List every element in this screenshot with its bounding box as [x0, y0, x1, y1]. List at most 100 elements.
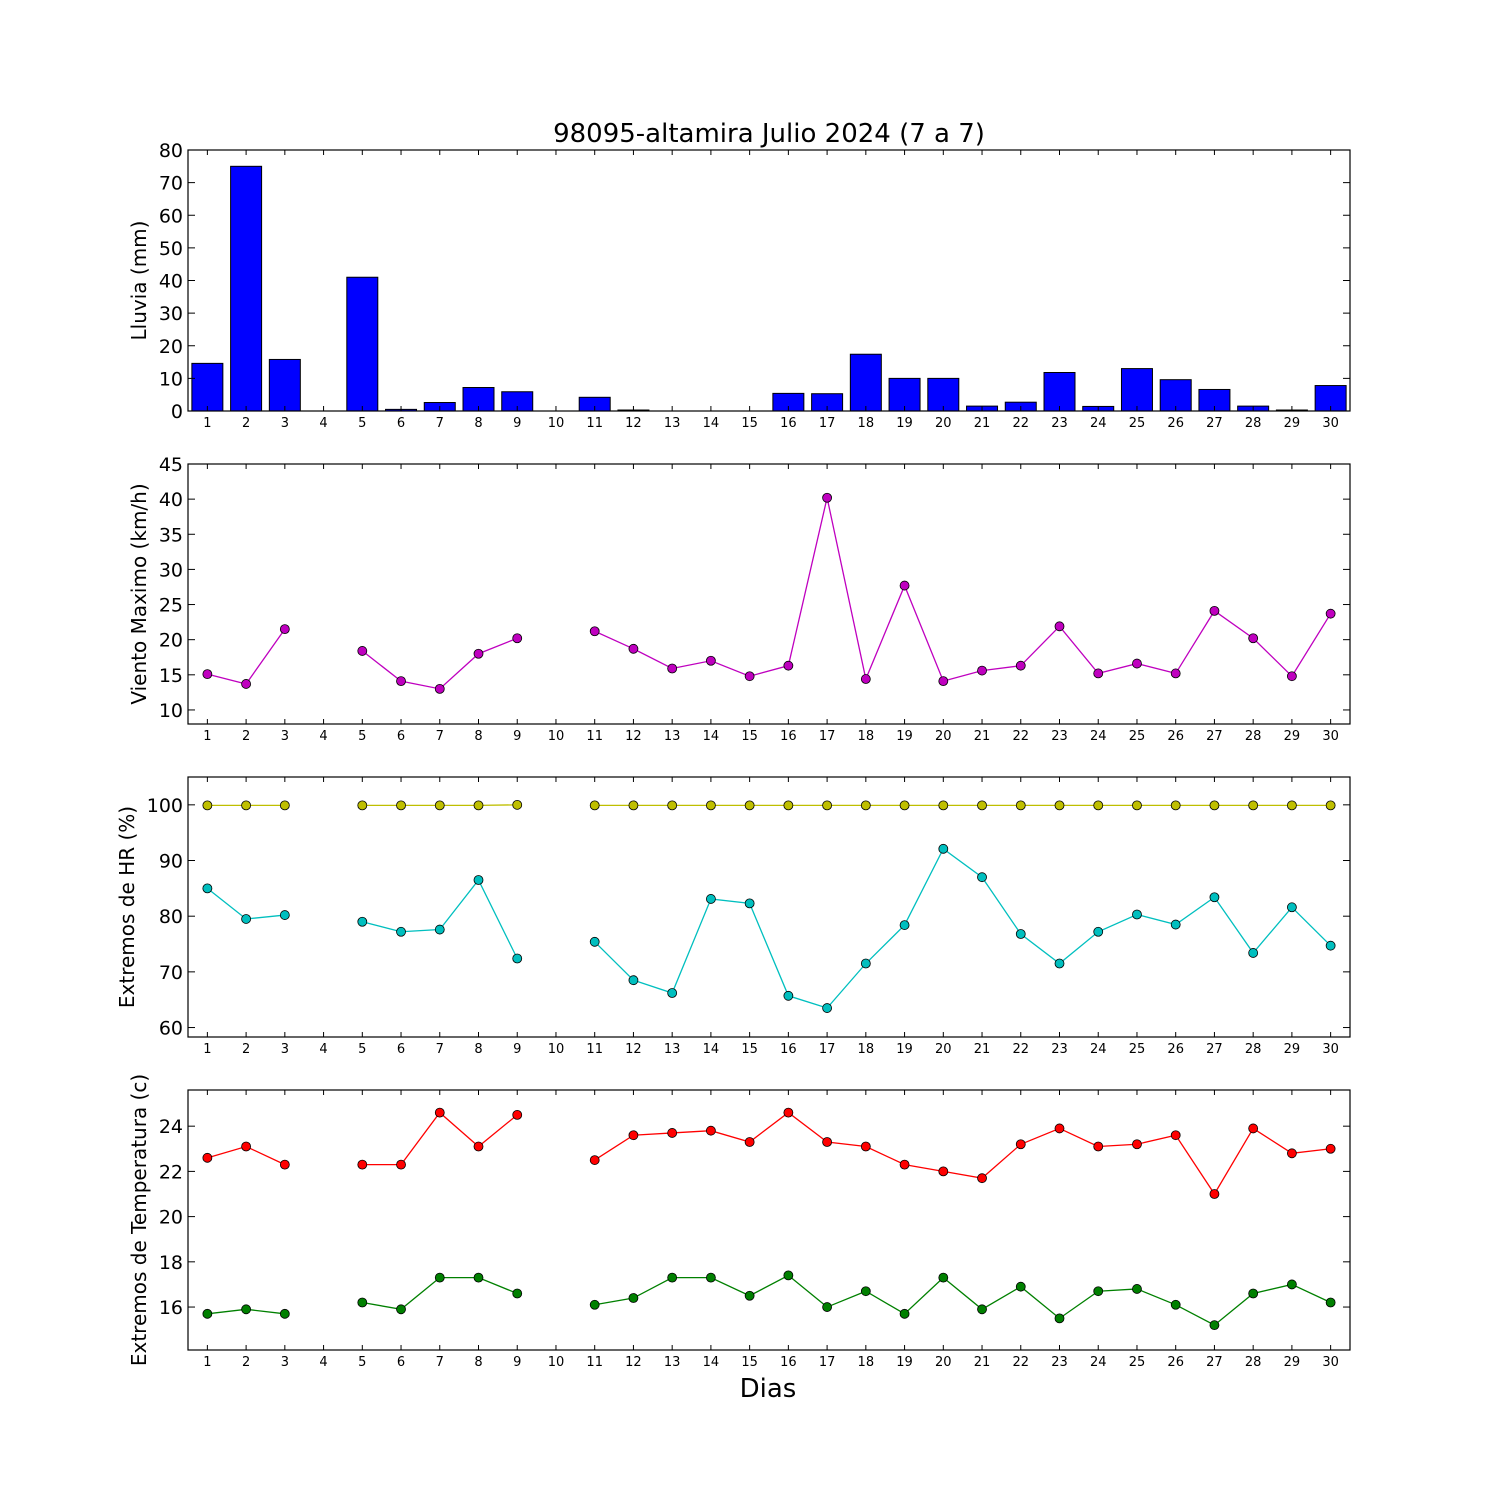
bar-day-1: [191, 362, 224, 412]
point-day-27: [1209, 892, 1220, 903]
series-1-line-3: [594, 497, 1332, 682]
panel-2: 1 2 3 4 5 6 7 8 9 10 11 12 13 14 15 16 17 18 19 20 21 22 23 24 2…: [127, 454, 1351, 744]
x-tick-label: 2: [242, 729, 250, 744]
point-day-16: [783, 1270, 794, 1281]
point-day-11: [589, 1155, 600, 1165]
series-2-line-3: [594, 847, 1332, 1009]
x-tick-label: 7: [436, 416, 444, 431]
x-tick-label: 18: [858, 1042, 875, 1057]
x-tick-label: 12: [625, 1355, 642, 1370]
x-tick-label: 28: [1245, 1355, 1262, 1370]
y-tick-label: 45: [159, 454, 183, 476]
point-day-24: [1093, 1141, 1104, 1152]
axes-frame: [187, 776, 1351, 1038]
x-tick-label: 20: [935, 1355, 952, 1370]
point-day-8: [473, 875, 484, 885]
x-tick-label: 28: [1245, 1042, 1262, 1057]
y-tick-label: 0: [171, 401, 183, 423]
point-day-3: [279, 1159, 290, 1170]
x-tick-label: 23: [1051, 729, 1068, 744]
x-tick-label: 18: [858, 416, 875, 431]
x-tick-label: 13: [664, 729, 681, 744]
x-tick-label: 22: [1012, 416, 1029, 431]
x-tick-label: 4: [319, 416, 327, 431]
point-day-16: [783, 1107, 794, 1118]
x-tick-label: 2: [242, 1355, 250, 1370]
x-tick-label: 7: [436, 729, 444, 744]
series-2: [202, 1270, 1336, 1331]
x-tick-label: 9: [513, 729, 521, 744]
x-tick-label: 24: [1090, 1042, 1107, 1057]
point-day-24: [1093, 1286, 1104, 1297]
x-tick-label: 11: [586, 416, 603, 431]
axes-frame: [187, 463, 1351, 725]
point-day-2: [241, 679, 252, 689]
series-1-line-1: [207, 628, 286, 685]
x-tick-label: 11: [586, 1042, 603, 1057]
x-tick-label: 9: [513, 416, 521, 431]
point-day-28: [1248, 633, 1259, 644]
point-day-8: [473, 800, 484, 811]
x-tick-label: 30: [1322, 416, 1339, 431]
y-axis-label: Extremos de HR (%): [115, 806, 139, 1008]
point-day-29: [1287, 902, 1297, 913]
point-day-1: [202, 800, 213, 811]
x-tick-label: 24: [1090, 1355, 1107, 1370]
y-tick-label: 80: [159, 140, 183, 162]
point-day-12: [628, 1130, 639, 1141]
point-day-8: [473, 1141, 484, 1152]
point-day-26: [1170, 919, 1181, 930]
chart-title: 98095-altamira Julio 2024 (7 a 7): [553, 119, 985, 149]
x-tick-label: 8: [474, 729, 482, 744]
x-tick-label: 23: [1051, 1355, 1068, 1370]
x-tick-label: 25: [1129, 729, 1146, 744]
y-tick-label: 60: [159, 1018, 183, 1040]
point-day-17: [822, 1003, 832, 1013]
point-day-23: [1054, 1123, 1065, 1134]
point-day-24: [1093, 668, 1104, 679]
point-day-5: [357, 646, 368, 656]
point-day-27: [1209, 605, 1220, 616]
point-day-27: [1209, 800, 1220, 811]
x-tick-label: 19: [896, 1042, 913, 1057]
point-day-17: [822, 492, 832, 503]
x-tick-label: 8: [474, 1042, 482, 1057]
x-tick-label: 20: [935, 729, 952, 744]
y-tick-label: 70: [159, 173, 183, 195]
point-day-9: [512, 953, 523, 964]
point-day-3: [279, 910, 290, 920]
y-tick-label: 30: [159, 303, 183, 325]
point-day-20: [938, 843, 949, 854]
x-tick-label: 21: [974, 1355, 991, 1370]
point-day-19: [899, 920, 910, 930]
point-day-12: [628, 975, 639, 986]
x-tick-label: 23: [1051, 1042, 1068, 1057]
series-1: [202, 1107, 1336, 1199]
x-tick-label: 10: [548, 416, 565, 431]
x-tick-label: 9: [513, 1042, 521, 1057]
point-day-9: [512, 633, 523, 644]
x-tick-label: 25: [1129, 416, 1146, 431]
series-2: [202, 843, 1336, 1013]
point-day-25: [1132, 1139, 1142, 1150]
x-tick-label: 25: [1129, 1042, 1146, 1057]
x-tick-label: 19: [896, 416, 913, 431]
point-day-7: [434, 1107, 445, 1118]
x-tick-label: 8: [474, 1355, 482, 1370]
x-tick-label: 30: [1322, 1355, 1339, 1370]
x-tick-label: 22: [1012, 1042, 1029, 1057]
x-tick-label: 26: [1167, 729, 1184, 744]
point-day-1: [202, 883, 213, 894]
point-day-24: [1093, 926, 1104, 937]
point-day-23: [1054, 1313, 1065, 1324]
point-day-11: [589, 1299, 600, 1310]
x-tick-label: 12: [625, 1042, 642, 1057]
x-tick-label: 27: [1206, 729, 1223, 744]
point-day-14: [706, 655, 716, 666]
y-tick-label: 15: [159, 665, 183, 687]
point-day-15: [744, 1137, 755, 1147]
y-tick-label: 10: [159, 700, 183, 722]
x-tick-label: 21: [974, 416, 991, 431]
bar-day-23: [1043, 372, 1076, 412]
point-day-18: [860, 800, 871, 811]
